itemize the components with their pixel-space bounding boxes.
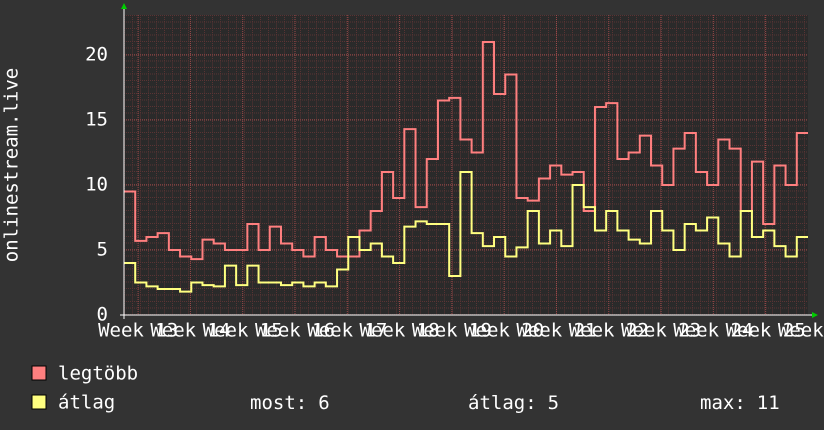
legend-label: átlag [58, 392, 115, 414]
stat-value: 6 [318, 392, 329, 414]
x-tick-label: Week 17 [307, 320, 387, 342]
y-axis-label: onlinestream.live [1, 68, 23, 262]
stat-name: most: [250, 392, 307, 414]
stat-label: átlag: 5 [468, 392, 559, 414]
x-tick-label: Week 19 [412, 320, 492, 342]
x-tick-label: Week 22 [569, 320, 649, 342]
x-tick-label: Week 14 [150, 320, 230, 342]
x-tick-label: Week 20 [464, 320, 544, 342]
x-tick-label: Week 16 [255, 320, 335, 342]
x-tick-label: Week 15 [203, 320, 283, 342]
x-axis-arrow [812, 312, 818, 318]
legend-swatch [31, 365, 47, 381]
x-tick-label: Week 13 [98, 320, 178, 342]
stat-name: átlag: [468, 392, 537, 414]
stat-value: 11 [757, 392, 780, 414]
y-tick-label: 15 [85, 109, 108, 131]
y-tick-label: 10 [85, 174, 108, 196]
stat-label: most: 6 [250, 392, 330, 414]
x-tick-label: Week 24 [673, 320, 753, 342]
series-line [124, 41, 808, 261]
stat-name: max: [700, 392, 746, 414]
stat-value: 5 [548, 392, 559, 414]
legend-label: legtöbb [58, 363, 138, 385]
y-tick-label: 20 [85, 44, 108, 66]
series-line [124, 171, 808, 293]
x-tick-label: Week 18 [360, 320, 440, 342]
y-tick-label: 5 [97, 239, 108, 261]
x-tick-label: Week 26 [778, 320, 824, 342]
y-tick-label: 0 [97, 304, 108, 326]
x-tick-label: Week 21 [516, 320, 596, 342]
legend-swatch [31, 394, 47, 410]
minor-grid [124, 15, 808, 315]
stat-label: max: 11 [700, 392, 780, 414]
x-tick-label: Week 23 [621, 320, 701, 342]
y-axis-arrow [121, 3, 127, 9]
x-tick-label: Week 25 [726, 320, 806, 342]
